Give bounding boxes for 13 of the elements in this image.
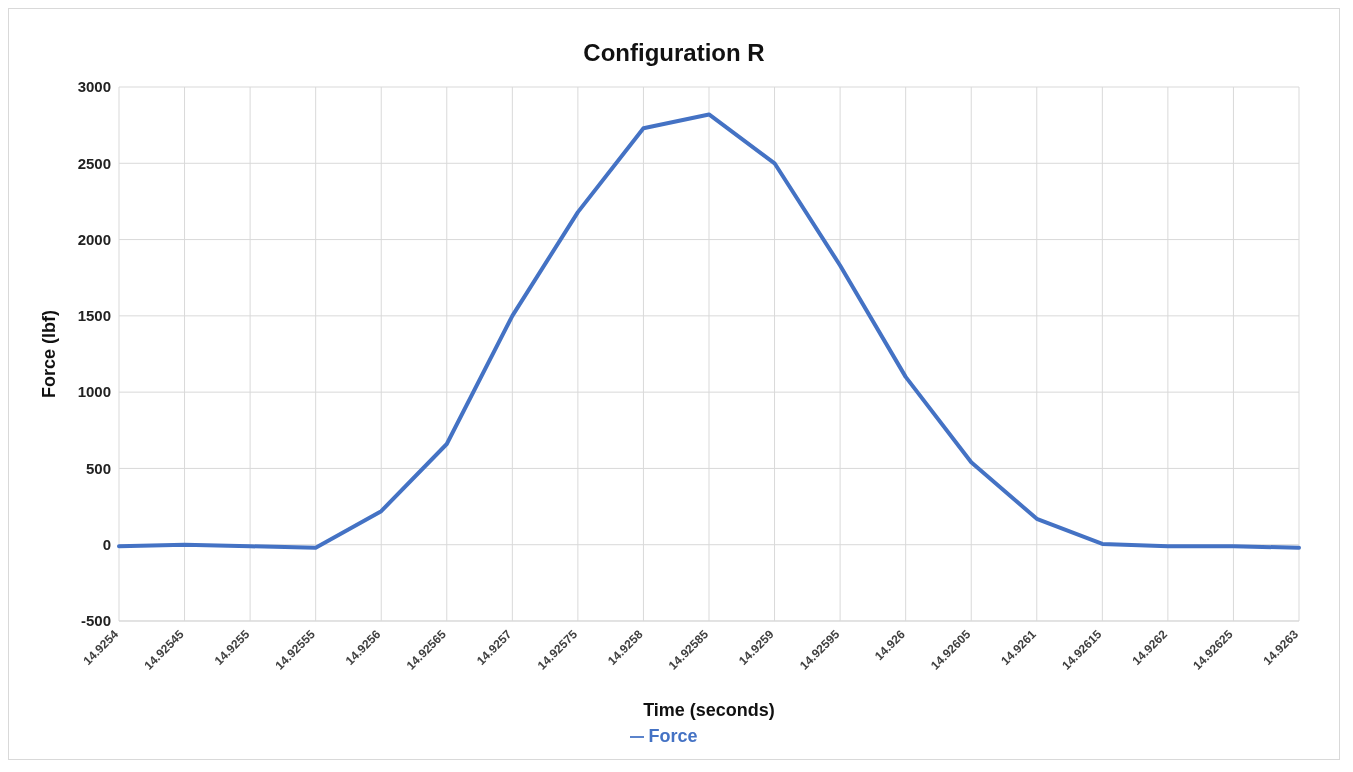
legend-label: Force — [648, 726, 698, 746]
y-tick-label: 1500 — [77, 307, 111, 325]
y-tick-label: 0 — [102, 536, 111, 554]
x-axis-title: Time (seconds) — [643, 700, 775, 720]
y-tick-label: 2000 — [77, 230, 111, 248]
line-series — [117, 112, 1301, 550]
y-tick-label: 1000 — [77, 383, 111, 401]
y-tick-label: 3000 — [77, 78, 111, 96]
y-tick-label: -500 — [80, 612, 111, 630]
y-tick-label: 2500 — [77, 154, 111, 172]
chart-title: Configuration R — [582, 39, 766, 67]
y-axis-title: Force (lbf) — [39, 310, 60, 398]
y-tick-label: 500 — [85, 459, 111, 477]
